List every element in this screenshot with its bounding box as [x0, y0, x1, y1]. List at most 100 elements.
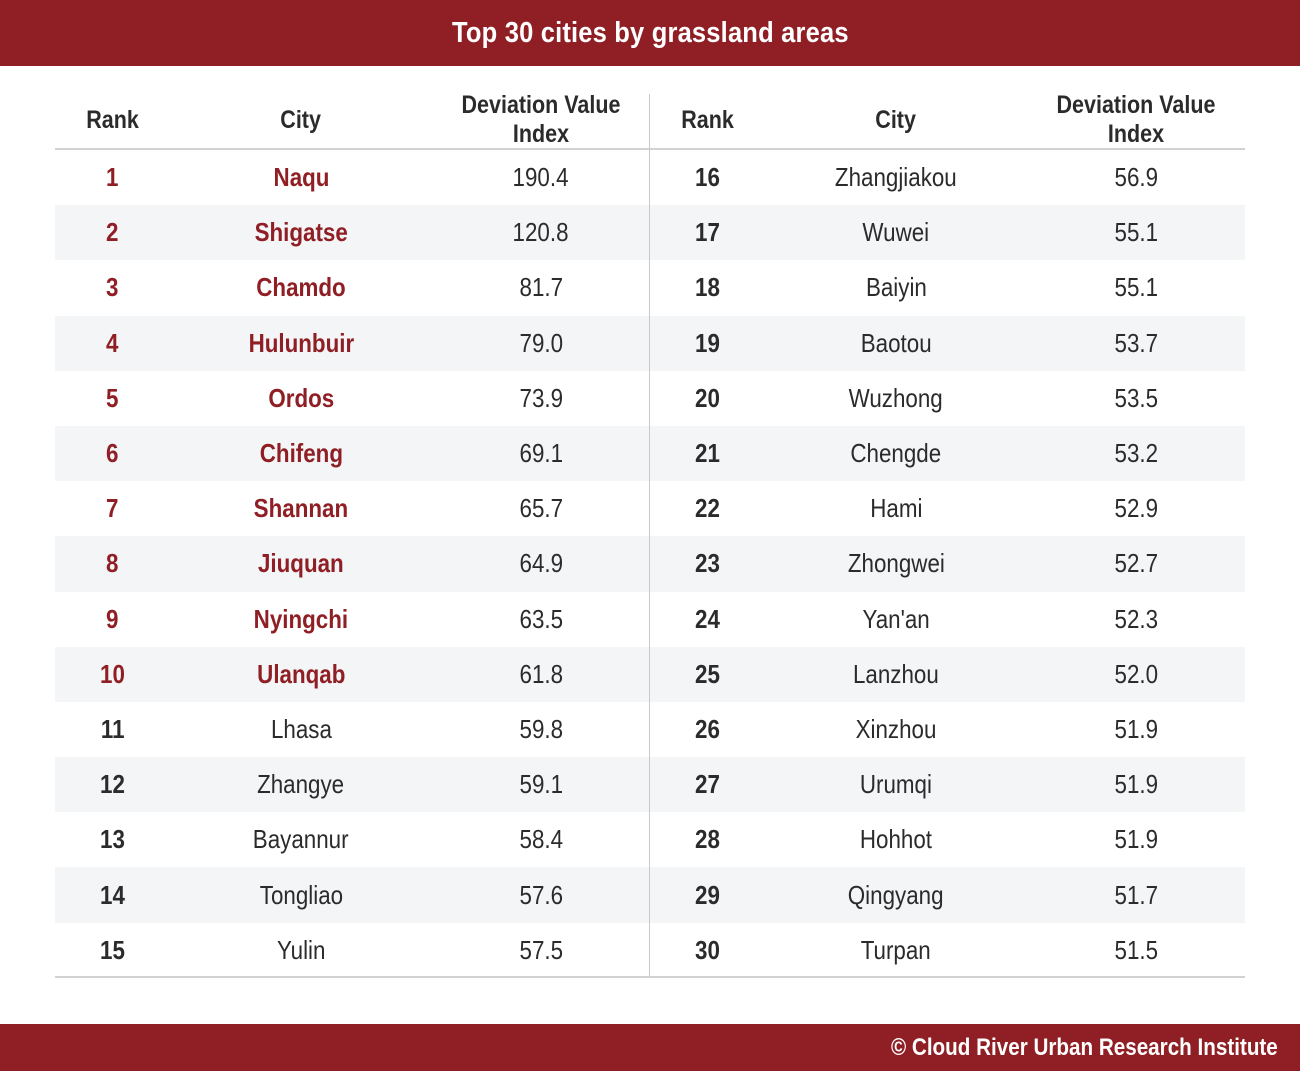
city-cell: Lhasa	[270, 713, 332, 744]
value-cell: 57.6	[519, 879, 563, 910]
city-cell: Urumqi	[859, 769, 933, 800]
rank-cell: 4	[106, 327, 119, 358]
table-row: 27 Urumqi 51.9	[650, 757, 1245, 813]
value-cell: 63.5	[519, 603, 563, 634]
city-cell: Chamdo	[256, 272, 346, 303]
city-cell: Nyingchi	[253, 603, 349, 634]
table-row: 8 Jiuquan 64.9	[55, 536, 650, 592]
table-row: 22 Hami 52.9	[650, 481, 1245, 536]
rank-cell: 28	[695, 824, 720, 855]
table-row: 1 Naqu 190.4	[55, 150, 650, 205]
value-cell: 59.1	[519, 769, 563, 800]
rank-cell: 22	[695, 493, 720, 524]
table-row: 25 Lanzhou 52.0	[650, 646, 1245, 702]
city-cell: Zhangye	[257, 769, 345, 800]
table-row: 30 Turpan 51.5	[650, 923, 1245, 978]
rank-cell: 14	[100, 879, 125, 910]
rank-cell: 6	[106, 438, 119, 469]
table-row: 21 Chengde 53.2	[650, 425, 1245, 482]
value-cell: 64.9	[519, 548, 563, 579]
city-cell: Wuzhong	[848, 382, 944, 413]
rank-cell: 5	[106, 382, 119, 413]
city-cell: Hohhot	[859, 824, 933, 855]
table-row: 28 Hohhot 51.9	[650, 812, 1245, 867]
city-cell: Zhangjiakou	[835, 162, 957, 193]
value-cell: 190.4	[513, 162, 569, 193]
city-cell: Wuwei	[862, 217, 930, 248]
value-cell: 52.7	[1114, 548, 1158, 579]
table-row: 15 Yulin 57.5	[55, 923, 650, 978]
value-cell: 55.1	[1114, 217, 1158, 248]
value-cell: 55.1	[1114, 272, 1158, 303]
table-row: 5 Ordos 73.9	[55, 371, 650, 426]
table-row: 23 Zhongwei 52.7	[650, 536, 1245, 592]
value-cell: 51.5	[1114, 934, 1158, 965]
table-row: 7 Shannan 65.7	[55, 481, 650, 536]
table-right-half: Rank City Deviation Value Index 16 Zhangj…	[650, 91, 1245, 978]
table-row: 16 Zhangjiakou 56.9	[650, 150, 1245, 205]
table-body-right: 16 Zhangjiakou 56.9 17 Wuwei 55.1 18 Baiyin 55.1…	[650, 150, 1245, 978]
value-cell: 53.7	[1114, 327, 1158, 358]
city-cell: Ulanqab	[256, 658, 346, 689]
table-row: 6 Chifeng 69.1	[55, 425, 650, 482]
rank-cell: 24	[695, 603, 720, 634]
city-cell: Hami	[869, 493, 923, 524]
rank-cell: 10	[100, 658, 125, 689]
rank-cell: 27	[695, 769, 720, 800]
column-header-city: City	[875, 105, 917, 134]
city-cell: Baiyin	[865, 272, 927, 303]
rank-cell: 26	[695, 713, 720, 744]
column-header-value: Deviation Value Index	[1056, 91, 1216, 148]
column-header-rank: Rank	[681, 105, 734, 134]
value-cell: 52.0	[1114, 658, 1158, 689]
table-row: 11 Lhasa 59.8	[55, 702, 650, 757]
rank-cell: 29	[695, 879, 720, 910]
city-cell: Turpan	[860, 934, 932, 965]
table-row: 9 Nyingchi 63.5	[55, 592, 650, 647]
table-row: 4 Hulunbuir 79.0	[55, 315, 650, 371]
city-cell: Zhongwei	[847, 548, 945, 579]
table-row: 10 Ulanqab 61.8	[55, 646, 650, 702]
city-cell: Chifeng	[259, 438, 343, 469]
footer-bar: © Cloud River Urban Research Institute	[0, 1024, 1300, 1071]
rank-cell: 2	[106, 217, 119, 248]
table-left-half: Rank City Deviation Value Index 1 Naqu 190…	[55, 91, 650, 978]
column-divider	[649, 94, 650, 978]
table-body-left: 1 Naqu 190.4 2 Shigatse 120.8 3 Chamdo 81.7 4 Hulu…	[55, 150, 650, 978]
city-cell: Ordos	[268, 382, 334, 413]
value-cell: 52.9	[1114, 493, 1158, 524]
copyright-credit: © Cloud River Urban Research Institute	[891, 1034, 1278, 1061]
value-cell: 73.9	[519, 382, 563, 413]
rank-cell: 17	[695, 217, 720, 248]
rank-cell: 8	[106, 548, 119, 579]
rank-cell: 30	[695, 934, 720, 965]
value-cell: 51.9	[1114, 769, 1158, 800]
table-row: 13 Bayannur 58.4	[55, 812, 650, 867]
rank-cell: 23	[695, 548, 720, 579]
city-cell: Bayannur	[253, 824, 349, 855]
city-cell: Baotou	[860, 327, 932, 358]
city-cell: Hulunbuir	[248, 327, 354, 358]
rank-cell: 7	[106, 493, 119, 524]
table-header-row: Rank City Deviation Value Index	[650, 91, 1245, 150]
city-cell: Xinzhou	[855, 713, 937, 744]
table-row: 3 Chamdo 81.7	[55, 260, 650, 315]
table-row: 17 Wuwei 55.1	[650, 205, 1245, 261]
rank-cell: 1	[106, 162, 119, 193]
value-cell: 51.9	[1114, 713, 1158, 744]
value-cell: 120.8	[513, 217, 569, 248]
table-row: 18 Baiyin 55.1	[650, 260, 1245, 315]
rank-cell: 3	[106, 272, 119, 303]
city-cell: Chengde	[850, 438, 942, 469]
value-cell: 81.7	[519, 272, 563, 303]
rank-cell: 12	[100, 769, 125, 800]
city-cell: Shigatse	[254, 217, 348, 248]
city-cell: Qingyang	[848, 879, 944, 910]
city-cell: Yan'an	[862, 603, 930, 634]
value-cell: 53.2	[1114, 438, 1158, 469]
value-cell: 57.5	[519, 934, 563, 965]
chart-title: Top 30 cities by grassland areas	[451, 16, 849, 49]
rank-cell: 13	[100, 824, 125, 855]
value-cell: 56.9	[1114, 162, 1158, 193]
value-cell: 59.8	[519, 713, 563, 744]
